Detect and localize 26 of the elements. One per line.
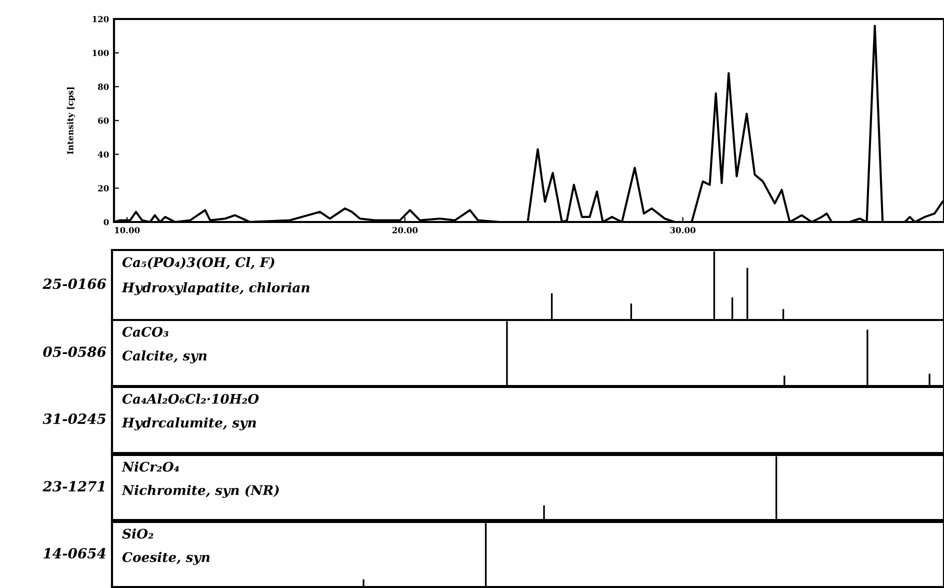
text: Hydrcalumite, syn: [122, 417, 256, 430]
y-tick-label: 120: [92, 16, 109, 22]
x-tick-label: 10.00: [115, 227, 140, 234]
y-axis-title: 25-0166: [42, 278, 106, 290]
y-tick-label: 0: [104, 218, 109, 226]
y-axis-title: 05-0586: [43, 346, 106, 358]
y-axis-title: 23-1271: [42, 481, 104, 492]
y-tick-label: 60: [98, 117, 109, 124]
annotation: SiO₂: [122, 528, 154, 539]
y-axis-title: 14-0654: [44, 548, 106, 559]
annotation: Calcite, syn: [122, 350, 207, 364]
annotation: Ca₅(PO₄)3(OH, Cl, F): [122, 257, 274, 270]
annotation: Coesite, syn: [122, 552, 210, 565]
annotation: CaCO₃: [122, 326, 168, 337]
y-tick-label: 40: [98, 151, 109, 158]
x-tick-label: 20.00: [392, 227, 418, 234]
y-axis-title: Intensity [cps]: [66, 87, 76, 154]
text: 31-0245: [42, 414, 106, 424]
x-tick-label: 30.00: [670, 227, 696, 234]
y-tick-label: 80: [98, 84, 109, 90]
annotation: Hydroxylapatite, chlorian: [122, 282, 310, 296]
text: Ca₄Al₂O₆Cl₂·10H₂O: [122, 394, 259, 404]
annotation: Nichromite, syn (NR): [122, 484, 279, 498]
y-tick-label: 100: [92, 50, 109, 56]
y-tick-label: 20: [98, 185, 109, 192]
annotation: NiCr₂O₄: [122, 462, 179, 472]
